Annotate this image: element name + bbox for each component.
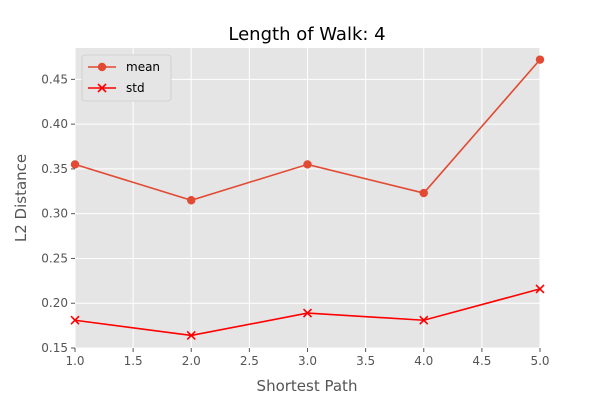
x-tick-label: 1.0 bbox=[65, 354, 84, 368]
x-tick-label: 3.0 bbox=[298, 354, 317, 368]
x-tick-label: 3.5 bbox=[356, 354, 375, 368]
legend-item-std: std bbox=[88, 81, 145, 95]
data-point-std bbox=[302, 308, 313, 318]
x-tick-label: 4.5 bbox=[472, 354, 491, 368]
legend-label: std bbox=[126, 81, 145, 95]
y-tick-label: 0.20 bbox=[41, 296, 68, 310]
y-tick-label: 0.25 bbox=[41, 251, 68, 265]
legend-marker bbox=[97, 62, 107, 72]
data-point-std bbox=[70, 315, 80, 325]
y-axis-label: L2 Distance bbox=[12, 154, 30, 242]
y-tick-label: 0.30 bbox=[41, 207, 68, 221]
chart-title: Length of Walk: 4 bbox=[228, 24, 385, 45]
series-mean bbox=[70, 55, 545, 205]
y-tick-label: 0.45 bbox=[41, 72, 68, 86]
legend-label: mean bbox=[126, 60, 160, 74]
x-tick-label: 5.0 bbox=[530, 354, 549, 368]
legend: mean std bbox=[81, 54, 172, 102]
data-point-mean bbox=[303, 160, 312, 169]
data-point-std bbox=[419, 315, 429, 325]
y-tick-label: 0.35 bbox=[41, 162, 68, 176]
axis-ticks: 1.0 1.5 2.0 2.5 3.0 3.5 4.0 4.5 5.0 0.15 0.20 0.25 0… bbox=[41, 72, 549, 368]
data-point-mean bbox=[419, 188, 428, 198]
x-tick-label: 2.5 bbox=[240, 354, 259, 368]
data-point-std bbox=[535, 284, 545, 294]
data-point-mean bbox=[187, 196, 196, 205]
data-point-std bbox=[186, 330, 196, 341]
x-tick-label: 2.0 bbox=[182, 354, 201, 368]
x-axis-label: Shortest Path bbox=[257, 377, 358, 395]
series-std bbox=[70, 284, 545, 341]
legend-item-mean: mean bbox=[88, 60, 160, 74]
data-point-mean bbox=[70, 160, 80, 169]
data-point-mean bbox=[535, 55, 545, 64]
y-tick-label: 0.15 bbox=[41, 341, 68, 355]
legend-marker bbox=[97, 83, 107, 93]
x-tick-label: 1.5 bbox=[124, 354, 143, 368]
x-tick-label: 4.0 bbox=[414, 354, 433, 368]
series-layer bbox=[70, 55, 545, 341]
y-tick-label: 0.40 bbox=[41, 117, 68, 131]
